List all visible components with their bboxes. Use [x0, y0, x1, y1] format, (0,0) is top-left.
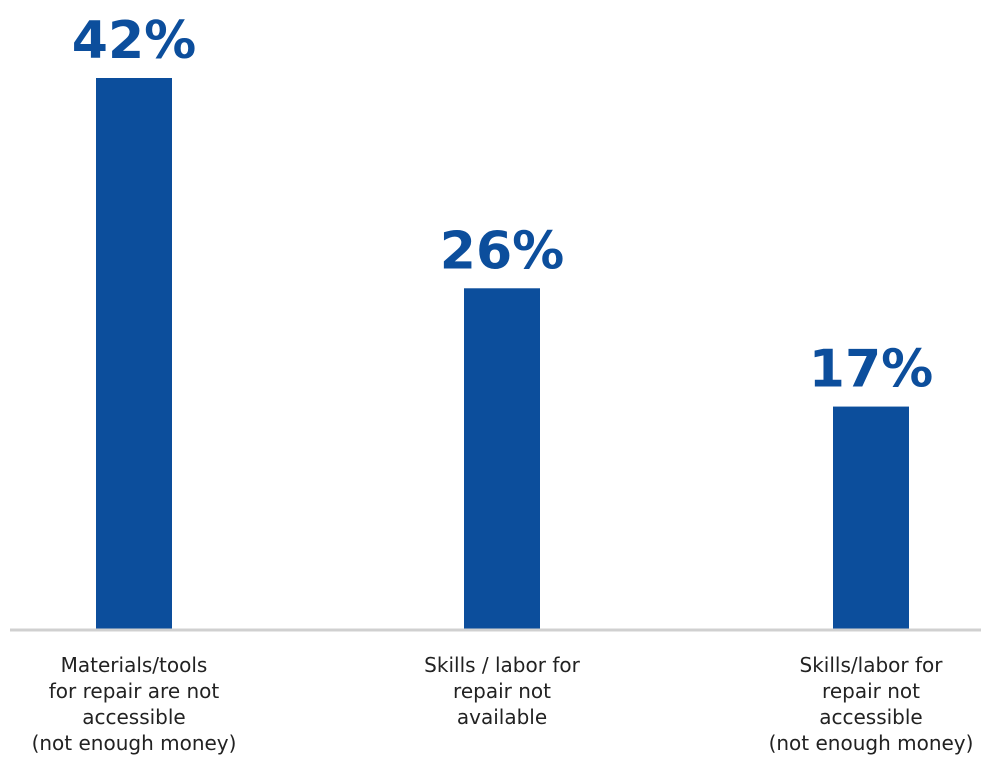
category-label-line: Skills / labor for	[424, 653, 580, 677]
value-labels-group: 42% 26% 17%	[72, 11, 933, 400]
bars-group	[96, 78, 909, 630]
category-label-line: repair not	[822, 679, 920, 703]
bar-2	[464, 288, 540, 630]
value-label-1: 42%	[72, 11, 196, 71]
category-label-line: (not enough money)	[32, 731, 237, 755]
category-label-line: (not enough money)	[769, 731, 974, 755]
category-label-2: Skills / labor for repair not available	[424, 653, 580, 729]
category-label-line: accessible	[82, 705, 186, 729]
category-label-line: accessible	[819, 705, 923, 729]
category-label-line: Skills/labor for	[800, 653, 944, 677]
category-labels-group: Materials/tools for repair are not accessi…	[32, 653, 974, 755]
bar-3	[833, 406, 909, 630]
value-label-3: 17%	[809, 340, 933, 400]
category-label-3: Skills/labor for repair not accessible (not…	[769, 653, 974, 755]
category-label-line: available	[457, 705, 547, 729]
value-label-2: 26%	[440, 221, 564, 281]
category-label-line: repair not	[453, 679, 551, 703]
category-label-line: Materials/tools	[61, 653, 208, 677]
category-label-1: Materials/tools for repair are not accessi…	[32, 653, 237, 755]
bar-1	[96, 78, 172, 630]
category-label-line: for repair are not	[49, 679, 220, 703]
